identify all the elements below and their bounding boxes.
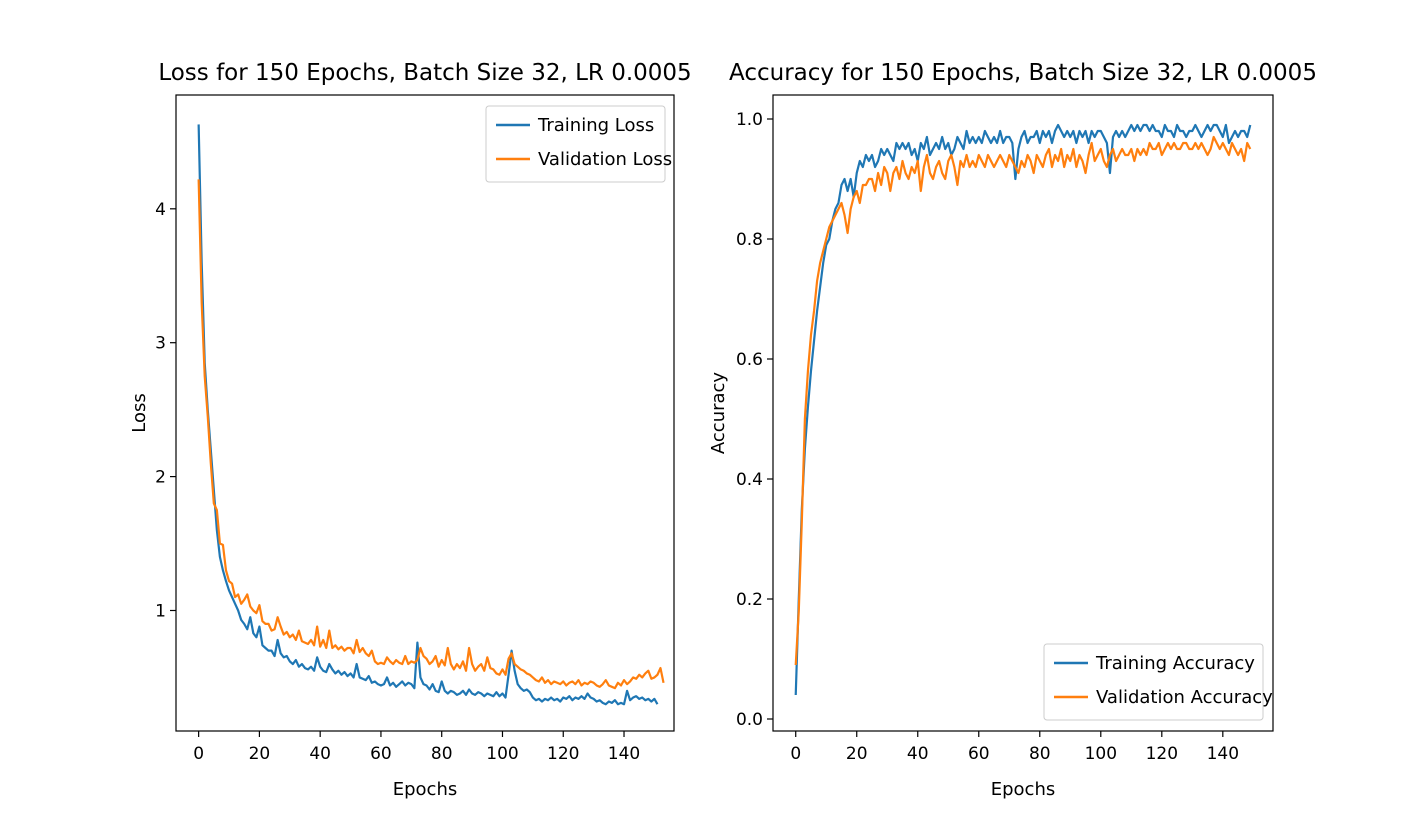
plot-area xyxy=(197,124,665,706)
x-tick-label: 0 xyxy=(193,744,204,764)
y-tick-label: 1.0 xyxy=(736,110,763,130)
x-tick-label: 100 xyxy=(486,744,518,764)
x-tick-label: 60 xyxy=(968,744,990,764)
y-tick-label: 1 xyxy=(155,601,166,621)
y-tick-label: 0.0 xyxy=(736,710,763,730)
x-tick-label: 0 xyxy=(790,744,801,764)
legend-label: Validation Accuracy xyxy=(1096,687,1273,708)
x-tick-label: 140 xyxy=(1207,744,1239,764)
legend-box xyxy=(485,105,666,183)
legend-label: Training Loss xyxy=(537,115,654,136)
y-axis-label: Loss xyxy=(129,393,150,432)
x-tick-label: 120 xyxy=(1146,744,1178,764)
x-tick-label: 120 xyxy=(547,744,579,764)
loss-chart: Loss for 150 Epochs, Batch Size 32, LR 0… xyxy=(129,60,692,800)
x-tick-label: 20 xyxy=(249,744,271,764)
x-tick-label: 140 xyxy=(608,744,640,764)
chart-title: Accuracy for 150 Epochs, Batch Size 32, … xyxy=(729,60,1317,86)
legend-label: Training Accuracy xyxy=(1095,653,1255,674)
series-line-training xyxy=(794,123,1252,696)
y-tick-label: 0.8 xyxy=(736,230,763,250)
y-tick-label: 4 xyxy=(155,200,166,220)
legend: Training Accuracy Validation Accuracy xyxy=(1043,643,1273,721)
legend: Training Loss Validation Loss xyxy=(485,105,672,183)
y-tick-label: 2 xyxy=(155,468,166,488)
x-tick-label: 100 xyxy=(1085,744,1117,764)
x-axis-label: Epochs xyxy=(991,779,1056,800)
x-tick-label: 20 xyxy=(846,744,868,764)
axes-frame xyxy=(772,94,1274,732)
x-tick-label: 80 xyxy=(1029,744,1051,764)
series-line-validation xyxy=(794,135,1252,666)
accuracy-chart: Accuracy for 150 Epochs, Batch Size 32, … xyxy=(708,60,1317,800)
y-axis-label: Accuracy xyxy=(708,372,729,455)
y-tick-label: 3 xyxy=(155,334,166,354)
x-tick-label: 60 xyxy=(370,744,392,764)
series-line-validation xyxy=(197,179,665,690)
x-tick-label: 40 xyxy=(309,744,331,764)
y-tick-label: 0.6 xyxy=(736,350,763,370)
y-tick-label: 0.4 xyxy=(736,470,763,490)
axes-frame xyxy=(175,94,675,732)
x-tick-label: 80 xyxy=(431,744,453,764)
x-tick-label: 40 xyxy=(907,744,929,764)
legend-box xyxy=(1043,643,1264,721)
x-axis-label: Epochs xyxy=(393,779,458,800)
plot-area xyxy=(794,123,1252,696)
legend-label: Validation Loss xyxy=(538,149,672,170)
y-tick-label: 0.2 xyxy=(736,590,763,610)
chart-title: Loss for 150 Epochs, Batch Size 32, LR 0… xyxy=(158,60,691,86)
series-line-training xyxy=(197,124,659,706)
